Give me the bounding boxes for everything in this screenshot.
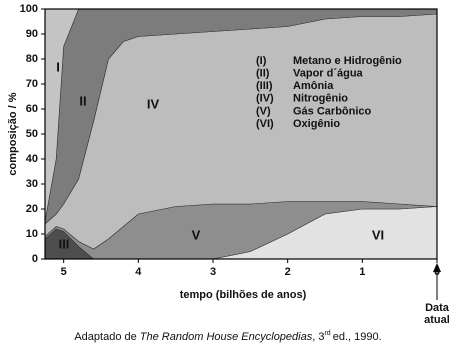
caption-sup: rd: [324, 330, 330, 337]
legend-key: (II): [256, 68, 270, 80]
y-tick-label: 60: [26, 103, 38, 115]
x-tick-label: 2: [285, 266, 291, 278]
caption-text: , 3: [312, 331, 324, 343]
legend-label: Nitrogênio: [293, 93, 348, 105]
y-tick-label: 80: [26, 53, 38, 65]
region-label: VI: [372, 227, 384, 242]
legend-label: Vapor d´água: [293, 68, 364, 80]
legend-label: Oxigênio: [293, 118, 340, 130]
legend-key: (V): [256, 105, 271, 117]
region-label: I: [56, 59, 60, 74]
y-axis-label: composição / %: [7, 92, 19, 175]
areas: [44, 8, 438, 260]
x-axis-label: tempo (bilhões de anos): [180, 289, 307, 301]
x-tick-label: 1: [359, 266, 365, 278]
y-tick-label: 40: [26, 153, 38, 165]
y-tick-label: 10: [26, 228, 38, 240]
region-label: V: [192, 227, 201, 242]
region-label: III: [59, 236, 70, 251]
legend-key: (IV): [256, 93, 274, 105]
legend: (I) Metano e Hidrogênio (II) Vapor d´água (I…: [256, 55, 402, 130]
legend-key: (III): [256, 80, 273, 92]
annotation: atual: [424, 314, 450, 326]
region-label: IV: [147, 96, 160, 111]
legend-label: Gás Carbônico: [293, 105, 372, 117]
caption: Adaptado de The Random House Encyclopedi…: [74, 330, 381, 343]
y-tick-label: 30: [26, 178, 38, 190]
legend-key: (I): [256, 55, 267, 67]
legend-label: Amônia: [293, 80, 334, 92]
y-tick-label: 20: [26, 203, 38, 215]
y-tick-label: 70: [26, 78, 38, 90]
legend-key: (VI): [256, 118, 274, 130]
caption-text: Adaptado de: [74, 331, 139, 343]
x-tick-label: 5: [61, 266, 67, 278]
arrow-head: [433, 263, 441, 272]
caption-title: The Random House Encyclopedias: [140, 331, 313, 343]
y-tick-label: 50: [26, 128, 38, 140]
annotation: Data: [425, 302, 450, 314]
y-tick-label: 100: [20, 3, 38, 15]
x-tick-label: 0: [434, 266, 440, 278]
x-tick-label: 3: [210, 266, 216, 278]
y-tick-label: 90: [26, 28, 38, 40]
legend-label: Metano e Hidrogênio: [293, 55, 402, 67]
x-tick-label: 4: [135, 266, 142, 278]
region-label: II: [79, 93, 86, 108]
y-tick-label: 0: [32, 253, 38, 265]
caption-text: ed., 1990.: [333, 331, 382, 343]
